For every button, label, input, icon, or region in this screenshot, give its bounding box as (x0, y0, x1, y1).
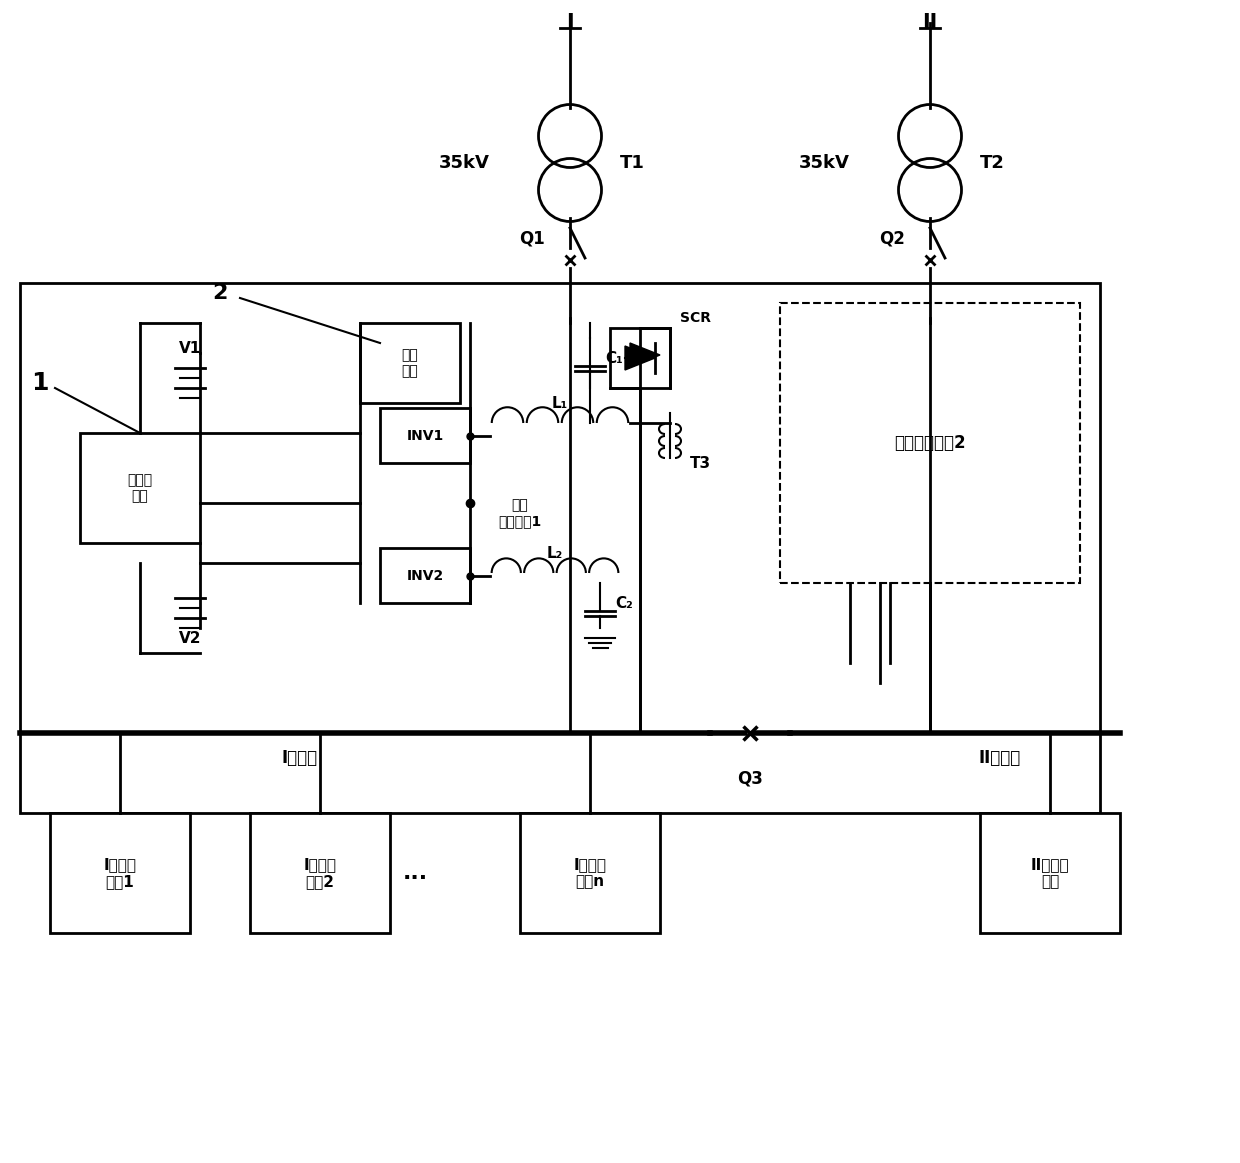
Bar (370, 343, 790, 683)
Text: I段母线
负载2: I段母线 负载2 (304, 857, 336, 890)
Text: INV2: INV2 (407, 569, 444, 583)
Text: Q1: Q1 (520, 229, 546, 247)
Text: 控制
系统: 控制 系统 (402, 348, 418, 378)
Bar (520, 813, 660, 933)
Text: 电压恢复装置2: 电压恢复装置2 (894, 434, 966, 452)
Text: I段母线: I段母线 (281, 749, 319, 768)
Text: L₂: L₂ (547, 545, 563, 561)
Text: II段母线: II段母线 (978, 749, 1021, 768)
Bar (980, 813, 1120, 933)
Text: II段母线
负载: II段母线 负载 (1030, 857, 1069, 890)
Text: 35kV: 35kV (799, 154, 849, 172)
Text: C₂: C₂ (615, 595, 632, 611)
Text: T2: T2 (980, 154, 1004, 172)
Bar (360, 323, 460, 404)
Polygon shape (625, 347, 655, 370)
Bar (81, 433, 200, 543)
Text: 2: 2 (212, 283, 228, 304)
Text: T3: T3 (689, 456, 711, 471)
Bar (610, 328, 670, 388)
Text: I: I (567, 13, 574, 33)
Text: C₁: C₁ (605, 350, 622, 365)
Bar (100, 313, 1050, 713)
Text: INV1: INV1 (407, 428, 444, 442)
Text: 1: 1 (31, 371, 48, 395)
Text: SCR: SCR (680, 311, 711, 324)
Text: T1: T1 (620, 154, 645, 172)
Text: Q2: Q2 (879, 229, 905, 247)
Text: 电压
恢复装置1: 电压 恢复装置1 (498, 498, 542, 528)
Bar (20, 283, 1100, 813)
Polygon shape (630, 343, 660, 368)
Bar (379, 548, 470, 602)
Text: I段母线
负载n: I段母线 负载n (574, 857, 606, 890)
Text: 充电控
制器: 充电控 制器 (128, 473, 153, 504)
Text: V2: V2 (179, 630, 201, 645)
Text: 35kV: 35kV (439, 154, 490, 172)
Text: L₁: L₁ (552, 395, 568, 411)
Bar (50, 813, 190, 933)
Text: II: II (923, 13, 937, 33)
Text: ...: ... (403, 863, 428, 883)
Bar (250, 813, 391, 933)
Bar (379, 408, 470, 463)
Text: V1: V1 (179, 341, 201, 356)
Bar (780, 304, 1080, 583)
Text: Q3: Q3 (737, 769, 763, 787)
Text: I段母线
负载1: I段母线 负载1 (103, 857, 136, 890)
